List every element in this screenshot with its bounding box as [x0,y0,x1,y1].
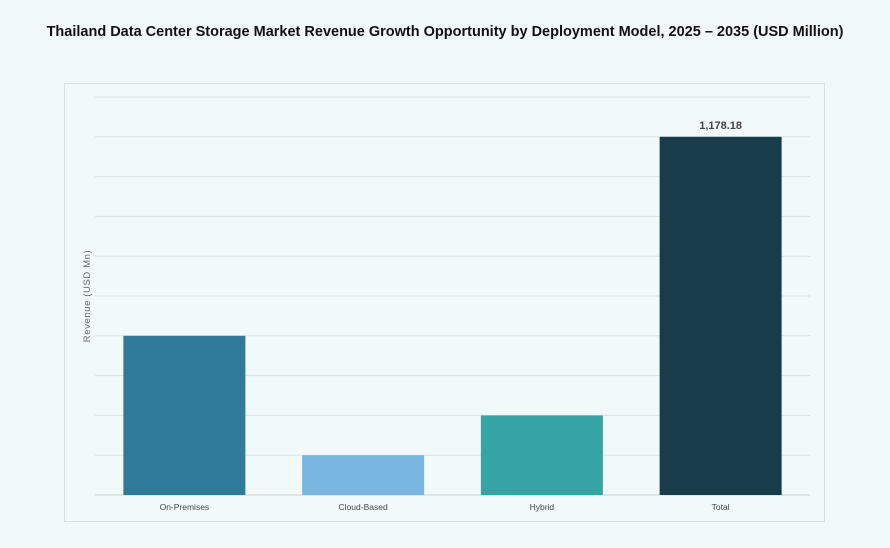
y-axis-label: Revenue (USD Mn) [82,250,93,343]
labels: On-Premises Cloud-Based Hybrid Total 1,178.1… [160,120,742,512]
bar-on-premises [123,335,246,495]
x-tick-label: Total [712,502,730,512]
bar-total [659,136,782,495]
x-tick-label: On-Premises [160,502,210,512]
bar-hybrid [480,415,603,495]
bars [123,136,782,495]
data-label: 1,178.18 [699,120,742,132]
chart-title: Thailand Data Center Storage Market Reve… [46,24,844,40]
x-tick-label: Hybrid [530,502,555,512]
x-tick-label: Cloud-Based [339,502,388,512]
bar-cloud-based [302,455,425,495]
